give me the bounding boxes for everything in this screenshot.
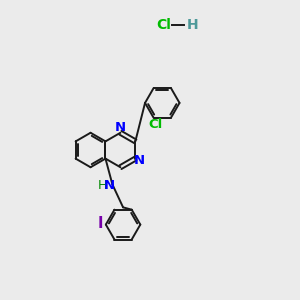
Text: N: N xyxy=(115,121,126,134)
Text: I: I xyxy=(98,217,103,232)
Text: H: H xyxy=(98,179,108,192)
Text: H: H xyxy=(187,18,199,32)
Text: Cl: Cl xyxy=(156,18,171,32)
Text: N: N xyxy=(133,154,145,166)
Text: Cl: Cl xyxy=(148,118,162,131)
Text: N: N xyxy=(103,179,114,192)
